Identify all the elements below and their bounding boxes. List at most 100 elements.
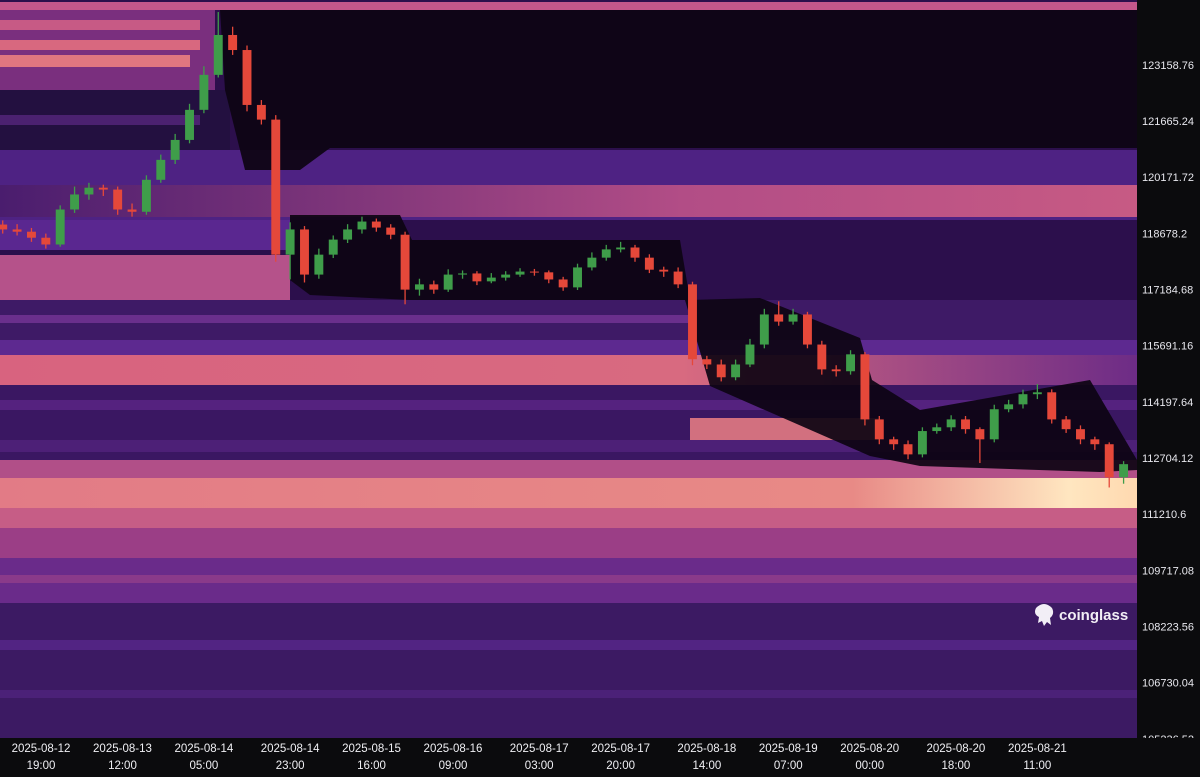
candle-body [1047, 392, 1057, 420]
candle-body [903, 444, 913, 455]
candle-body [644, 257, 654, 270]
candle-body [831, 369, 841, 372]
candle-body [141, 179, 151, 212]
candle-body [199, 74, 209, 110]
y-tick-label: 108223.56 [1142, 622, 1194, 634]
candle-body [1032, 392, 1042, 395]
candle-body [185, 109, 194, 140]
candle-body [41, 237, 51, 245]
candle-body [501, 274, 511, 278]
candle-body [213, 34, 223, 75]
candle-body [788, 314, 798, 322]
x-axis-panel [0, 738, 1200, 777]
candle-body [860, 354, 870, 420]
x-tick-label: 2025-08-21 11:00 [1007, 743, 1067, 772]
candle-body [400, 234, 410, 290]
candle-body [429, 284, 439, 290]
y-tick-label: 120171.72 [1142, 172, 1194, 184]
candle-body [242, 50, 252, 105]
candle-body [673, 271, 683, 285]
candle-body [975, 429, 985, 440]
y-axis-panel [1137, 0, 1200, 777]
candle-body [328, 239, 338, 255]
candle-body [601, 249, 611, 258]
candle-body [573, 267, 582, 288]
candle-body [127, 209, 137, 212]
x-tick-label: 2025-08-19 07:00 [758, 743, 818, 772]
y-tick-label: 106730.04 [1142, 678, 1194, 690]
watermark: coinglass [1059, 607, 1128, 624]
y-tick-label: 118678.2 [1142, 228, 1187, 240]
candle-body [1090, 439, 1100, 445]
x-tick-label: 2025-08-20 00:00 [840, 743, 900, 772]
candle-body [343, 229, 353, 240]
candle-body [300, 229, 309, 275]
candle-body [817, 344, 827, 370]
candle-body [688, 284, 697, 360]
candle-body [256, 104, 266, 120]
y-tick-label: 114197.64 [1142, 397, 1193, 409]
candle-body [443, 274, 453, 290]
candle-body [170, 139, 180, 160]
candle-body [515, 271, 525, 275]
candle-body [946, 419, 956, 428]
candle-body [1004, 404, 1014, 410]
candle-body [961, 419, 970, 430]
candles [0, 12, 1129, 488]
candle-body [774, 314, 784, 322]
x-tick-label: 2025-08-17 03:00 [509, 743, 569, 772]
heatmap [0, 0, 1137, 740]
candle-body [70, 194, 80, 210]
candle-body [932, 427, 942, 432]
candle-body [802, 314, 812, 345]
candle-body [113, 189, 123, 210]
candle-body [544, 272, 554, 280]
candle-body [228, 34, 238, 51]
x-tick-label: 2025-08-13 12:00 [93, 743, 152, 772]
candle-body [889, 439, 899, 445]
candle-body [630, 247, 640, 258]
y-axis: 123158.76 121665.24 120171.72 118678.2 11718… [1142, 60, 1194, 746]
watermark-logo [1035, 604, 1054, 626]
candle-body [759, 314, 769, 345]
y-tick-label: 123158.76 [1142, 60, 1194, 72]
candle-body [414, 284, 424, 290]
watermark-group: coinglass [1035, 604, 1128, 626]
candle-body [1104, 444, 1114, 478]
candle-body [846, 354, 856, 372]
x-tick-label: 2025-08-18 14:00 [677, 743, 737, 772]
candle-body [26, 231, 36, 238]
x-tick-label: 2025-08-20 18:00 [926, 743, 986, 772]
x-tick-label: 2025-08-12 19:00 [11, 743, 71, 772]
y-tick-label: 117184.68 [1142, 284, 1193, 296]
candle-body [458, 273, 468, 275]
candle-body [472, 273, 482, 282]
candle-body [989, 409, 999, 440]
candle-body [1018, 394, 1028, 405]
candle-body [271, 119, 281, 255]
y-tick-label: 121665.24 [1142, 116, 1194, 128]
candle-body [874, 419, 884, 440]
candle-body [156, 159, 166, 180]
candle-body [12, 229, 22, 232]
y-tick-label: 115691.16 [1142, 341, 1193, 353]
x-tick-label: 2025-08-14 23:00 [260, 743, 320, 772]
candle-body [745, 344, 755, 365]
x-tick-label: 2025-08-16 09:00 [423, 743, 483, 772]
candle-body [314, 254, 324, 275]
candle-body [529, 271, 539, 273]
candle-body [386, 227, 396, 235]
candle-body [1119, 464, 1129, 478]
candle-body [0, 224, 8, 230]
candle-body [917, 431, 927, 455]
candle-body [1076, 429, 1085, 440]
candle-body [55, 209, 65, 245]
candle-body [731, 364, 741, 378]
x-tick-label: 2025-08-15 16:00 [342, 743, 401, 772]
candle-body [587, 257, 597, 268]
candle-body [716, 364, 726, 378]
candle-body [558, 279, 568, 288]
x-tick-label: 2025-08-17 20:00 [591, 743, 651, 772]
